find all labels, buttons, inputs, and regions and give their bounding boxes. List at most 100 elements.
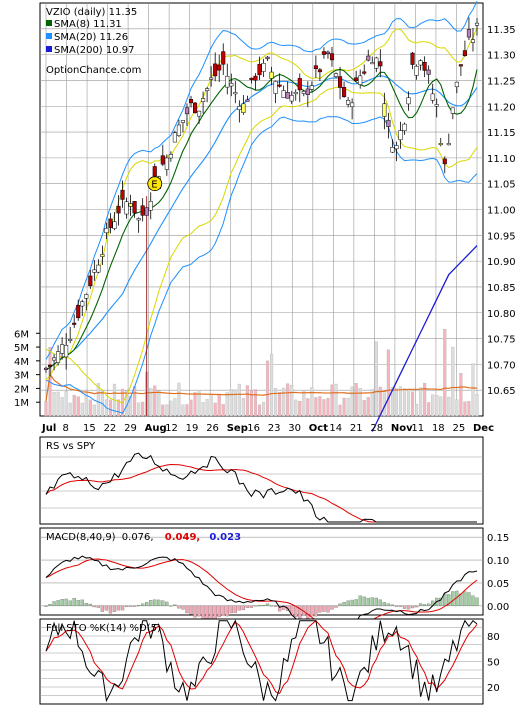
date-tick-label: Sep: [227, 423, 248, 434]
volume-bar: [261, 401, 266, 417]
candle-body: [84, 294, 89, 299]
candle-body: [386, 119, 391, 127]
candle-body: [72, 322, 77, 325]
sto-tick-label: 20: [487, 683, 500, 694]
macd-histogram-bar: [410, 605, 415, 609]
candle-body: [402, 123, 407, 131]
volume-bar: [431, 394, 435, 417]
macd-axis-ticks: 0.15 0.10 0.05 0.00: [487, 533, 509, 613]
macd-histogram-bar: [124, 605, 129, 607]
macd-histogram-bar: [306, 605, 310, 619]
macd-histogram-bar: [100, 605, 105, 612]
date-tick-label: 21: [350, 423, 363, 434]
date-tick-label: 29: [124, 423, 137, 434]
candle-body: [390, 147, 395, 153]
macd-histogram-bar: [362, 596, 366, 606]
volume-bar: [286, 383, 290, 417]
candle-body: [309, 85, 314, 90]
volume-bar: [370, 389, 374, 417]
volume-bar: [76, 396, 80, 417]
candle-body: [442, 158, 447, 165]
candle-body: [406, 97, 411, 105]
date-tick-label: 8: [63, 423, 69, 434]
candle-body: [136, 218, 141, 221]
price-gridlines: [40, 3, 483, 416]
sto-label: Full STO %K(14) %D(5): [46, 623, 161, 634]
volume-bar: [318, 396, 322, 417]
candle-body: [410, 52, 415, 65]
candle-body: [426, 69, 431, 75]
macd-histogram-bar: [120, 605, 125, 611]
candle-body: [205, 88, 210, 91]
date-tick-label: 14: [329, 423, 342, 434]
macd-histogram-bar: [338, 603, 342, 606]
volume-bar: [249, 390, 253, 417]
rs-panel: RS vs SPY: [39, 436, 484, 525]
volume-bars: [44, 328, 479, 417]
volume-bar: [411, 391, 415, 417]
macd-histogram-bar: [346, 600, 350, 606]
volume-bar: [52, 392, 56, 417]
candle-body: [56, 351, 61, 363]
candle-body: [297, 78, 302, 91]
date-tick-label: Dec: [473, 423, 494, 434]
candle-body: [184, 107, 190, 115]
macd-histogram-bar: [439, 597, 443, 606]
macd-histogram-bar: [189, 605, 193, 615]
macd-signal-value: 0.049,: [165, 532, 200, 543]
volume-bar: [439, 396, 443, 417]
volume-bar: [173, 398, 177, 417]
candle-body: [281, 90, 286, 98]
volume-bar: [419, 387, 423, 417]
macd-histogram-bar: [197, 605, 201, 617]
macd-panel: 0.15 0.10 0.05 0.00 MACD(8,40,9) 0.076, 0.0…: [39, 527, 509, 636]
volume-bar: [221, 404, 225, 417]
macd-histogram-bar: [88, 603, 92, 606]
bollinger-upper: [45, 1, 478, 360]
macd-histogram-bar: [84, 603, 88, 606]
macd-tick-label: 0.05: [487, 579, 509, 590]
volume-bar: [270, 353, 274, 417]
candle-body: [52, 357, 57, 361]
date-tick-label: 28: [370, 423, 383, 434]
macd-histogram: [44, 590, 479, 621]
price-tick-label: 10.65: [487, 386, 516, 397]
candle-body: [273, 81, 278, 94]
volume-bar: [366, 397, 370, 417]
candle-body: [245, 99, 250, 102]
volume-bar: [68, 402, 72, 417]
candle-body: [418, 60, 423, 66]
macd-histogram-bar: [145, 602, 149, 606]
volume-bar: [346, 397, 350, 417]
macd-histogram-bar: [427, 603, 431, 606]
macd-histogram-bar: [322, 605, 326, 612]
candle-body: [253, 75, 258, 81]
sma8-line: [45, 68, 478, 371]
candle-body: [213, 63, 218, 77]
candle-body: [160, 155, 165, 165]
volume-bar: [423, 382, 427, 417]
macd-histogram-bar: [386, 603, 391, 606]
volume-bar: [169, 400, 173, 417]
date-tick-label: Oct: [309, 423, 328, 434]
volume-bar: [116, 399, 121, 417]
volume-bar: [274, 388, 278, 417]
candle-body: [289, 95, 294, 102]
macd-histogram-bar: [394, 605, 399, 607]
candle-body: [394, 145, 399, 150]
candle-body: [374, 57, 379, 69]
volume-bar: [330, 384, 334, 417]
volume-bar: [229, 389, 233, 417]
candle-body: [378, 61, 383, 67]
earnings-markers: EE: [147, 0, 402, 192]
price-tick-label: 10.80: [487, 309, 516, 320]
macd-histogram-bar: [358, 595, 362, 606]
volume-bar: [390, 386, 394, 417]
date-tick-label: Nov: [391, 423, 413, 434]
volume-bar: [225, 392, 229, 417]
candle-body: [164, 157, 169, 170]
candle-body: [474, 22, 480, 26]
volume-bar: [362, 400, 366, 417]
candle-body: [108, 218, 113, 228]
volume-bar: [338, 404, 342, 417]
